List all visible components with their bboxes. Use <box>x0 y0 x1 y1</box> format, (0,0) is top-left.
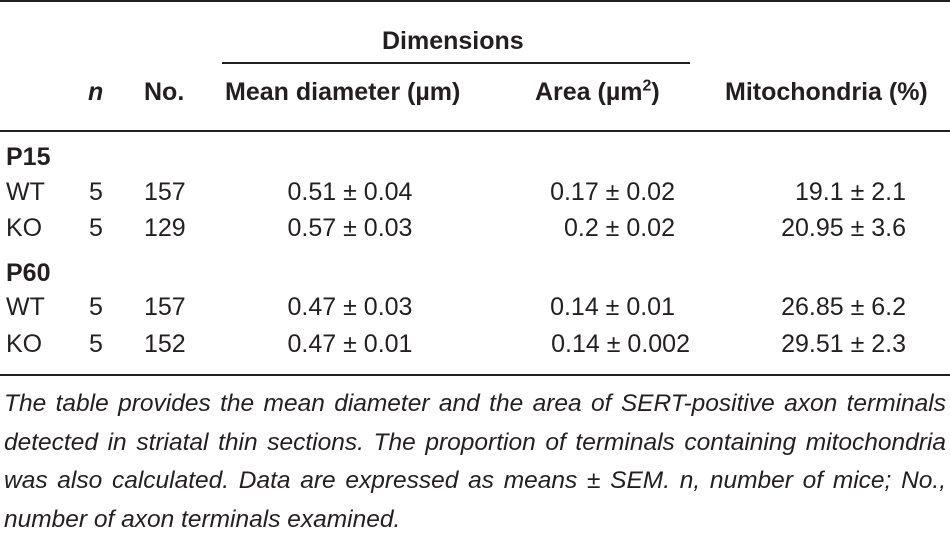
group-header-dimensions: Dimensions <box>382 27 524 55</box>
group-label-p15: P15 <box>6 143 51 171</box>
col-header-mean-diameter: Mean diameter (µm) <box>225 78 461 106</box>
dimensions-rule <box>222 62 690 64</box>
cell-genotype: WT <box>6 293 45 321</box>
col-header-no: No. <box>144 78 185 106</box>
cell-n: 5 <box>89 330 103 358</box>
cell-no: 157 <box>144 293 186 321</box>
cell-area: 0.2 ± 0.02 <box>563 214 675 242</box>
col-header-mitochondria: Mitochondria (%) <box>725 78 928 106</box>
cell-area: 0.17 ± 0.02 <box>550 178 675 206</box>
cell-mean-diameter: 0.47 ± 0.01 <box>287 330 413 358</box>
table-bottom-rule <box>0 374 950 376</box>
col-header-area: Area (µm2) <box>535 77 660 106</box>
cell-mean-diameter: 0.47 ± 0.03 <box>287 293 413 321</box>
cell-mean-diameter: 0.51 ± 0.04 <box>287 178 413 206</box>
cell-mitochondria: 20.95 ± 3.6 <box>781 214 906 242</box>
col-header-n: n <box>88 78 104 106</box>
cell-n: 5 <box>89 293 103 321</box>
cell-n: 5 <box>89 178 103 206</box>
cell-mitochondria: 19.1 ± 2.1 <box>794 178 906 206</box>
cell-no: 157 <box>144 178 186 206</box>
cell-mean-diameter: 0.57 ± 0.03 <box>287 214 413 242</box>
cell-mitochondria: 29.51 ± 2.3 <box>781 330 906 358</box>
table-caption: The table provides the mean diameter and… <box>4 390 946 533</box>
header-bottom-rule <box>0 130 950 132</box>
cell-n: 5 <box>89 214 103 242</box>
cell-genotype: KO <box>6 214 43 242</box>
cell-genotype: KO <box>6 330 43 358</box>
cell-area: 0.14 ± 0.002 <box>551 330 690 358</box>
cell-no: 152 <box>144 330 186 358</box>
top-rule <box>0 0 950 2</box>
cell-no: 129 <box>144 214 186 242</box>
cell-genotype: WT <box>6 178 45 206</box>
cell-mitochondria: 26.85 ± 6.2 <box>781 293 906 321</box>
cell-area: 0.14 ± 0.01 <box>550 293 675 321</box>
group-label-p60: P60 <box>6 259 51 287</box>
